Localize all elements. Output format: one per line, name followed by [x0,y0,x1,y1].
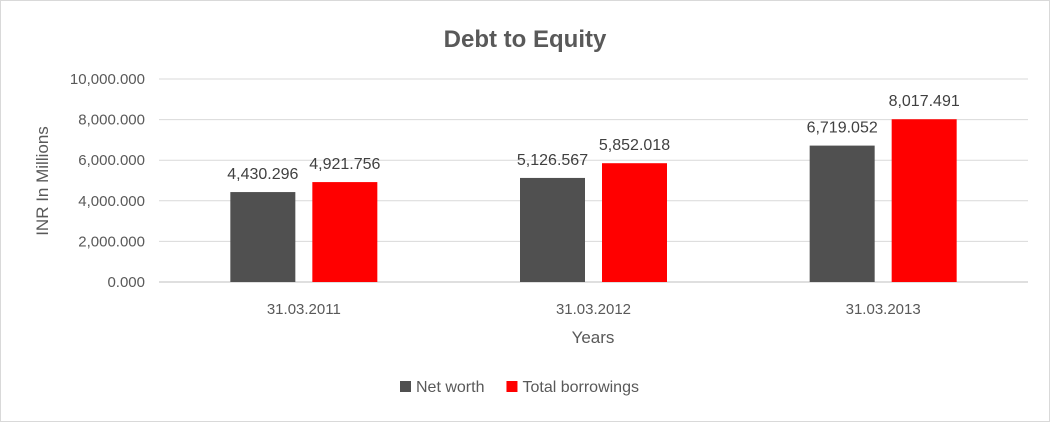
bars [230,119,957,282]
legend-label: Net worth [416,379,484,396]
y-axis-title: INR In Millions [33,126,52,236]
chart-title: Debt to Equity [444,26,607,53]
legend-swatch [400,381,411,392]
bar-net-worth [809,145,875,282]
legend-label: Total borrowings [522,379,639,396]
data-label: 5,126.567 [517,152,588,169]
y-tick-label: 4,000.000 [78,193,145,210]
data-label: 4,430.296 [227,166,298,183]
y-axis-ticks: 0.000 2,000.000 4,000.000 6,000.000 8,000.00… [70,71,145,291]
bar-total-borrowings [891,119,957,282]
x-axis-ticks: 31.03.2011 31.03.2012 31.03.2013 [267,301,921,318]
bar-total-borrowings [602,163,667,282]
data-label: 5,852.018 [599,137,670,154]
y-tick-label: 2,000.000 [78,233,145,250]
gridlines [159,78,1028,283]
y-tick-label: 8,000.000 [78,112,145,129]
y-tick-label: 0.000 [107,274,145,291]
x-tick-label: 31.03.2012 [556,301,631,318]
data-label: 4,921.756 [309,156,380,173]
x-axis-title: Years [572,328,615,347]
legend: Net worth Total borrowings [400,379,639,396]
x-tick-label: 31.03.2013 [846,301,921,318]
data-label: 8,017.491 [889,93,960,110]
y-tick-label: 6,000.000 [78,152,145,169]
bar-total-borrowings [312,182,378,282]
bar-net-worth [230,192,296,282]
legend-swatch [506,381,518,392]
x-tick-label: 31.03.2011 [267,301,341,318]
bar-net-worth [520,177,585,282]
y-tick-label: 10,000.000 [70,71,145,88]
data-label: 6,719.052 [807,120,878,137]
data-labels: 4,430.296 4,921.756 5,126.567 5,852.018 6,71… [227,93,960,183]
